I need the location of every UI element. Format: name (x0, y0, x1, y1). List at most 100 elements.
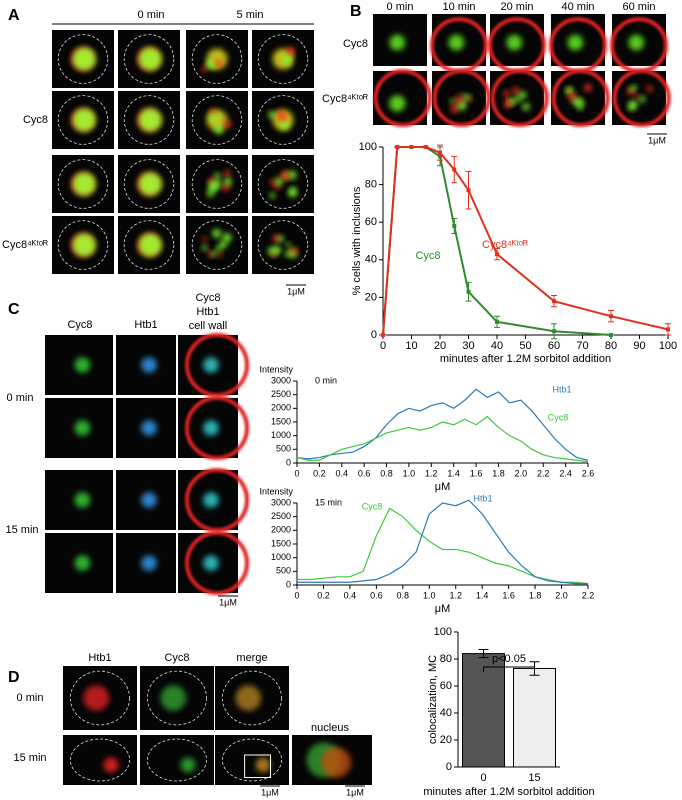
label: 100 (434, 626, 452, 638)
label: p<0.05 (492, 653, 526, 665)
marker (409, 145, 414, 149)
signal (74, 555, 91, 571)
label: minutes after 1.2M sorbitol addition (440, 353, 611, 365)
signal (209, 108, 216, 115)
label: colocalization, MC (427, 655, 439, 744)
label: 500 (276, 566, 291, 576)
cell-wall (185, 468, 249, 532)
micrograph (252, 155, 314, 213)
cell-wall (612, 69, 671, 127)
signal (212, 229, 222, 238)
label: 500 (276, 444, 291, 454)
cell-outline (257, 220, 309, 270)
label: % cells with inclusions (351, 186, 363, 295)
micrograph (373, 69, 432, 127)
label: Cyc8⁴ᴷᵗᵒᴿ (2, 239, 48, 251)
micrograph (252, 91, 314, 149)
signal (141, 357, 157, 373)
label: 0 (371, 329, 377, 341)
micrograph (252, 216, 314, 274)
label: 15 min (5, 524, 38, 536)
signal (290, 247, 298, 255)
label: 1μM (219, 597, 237, 607)
cell-outline (191, 34, 243, 84)
signal (83, 685, 110, 711)
micrograph (178, 396, 249, 460)
signal (280, 171, 290, 181)
signal (280, 115, 286, 121)
label: 40 (365, 254, 377, 266)
cell-outline (123, 34, 175, 84)
label: 1μM (648, 135, 666, 145)
signal (268, 111, 276, 119)
label: 2.4 (559, 468, 572, 478)
label: Cyc8⁴ᴷᵗᵒᴿ (322, 93, 368, 105)
line (297, 499, 588, 585)
signal (72, 47, 96, 71)
signal (628, 34, 645, 51)
cell-wall (185, 396, 249, 460)
series-label: Cyc8 (548, 412, 569, 422)
marker (495, 319, 499, 324)
cell-wall (373, 69, 432, 127)
significance-bracket (483, 666, 535, 672)
signal (203, 420, 219, 436)
signal (74, 492, 91, 508)
label: 1.2 (425, 468, 438, 478)
signal (74, 420, 91, 436)
cell-outline (191, 220, 243, 270)
cell-outline (70, 670, 131, 726)
label: 100 (359, 141, 377, 153)
signal (214, 172, 221, 180)
micrograph (52, 216, 114, 274)
micrograph (45, 470, 113, 530)
micrograph (116, 335, 176, 395)
micrograph (118, 30, 180, 88)
zoom-box (244, 754, 272, 778)
micrograph (45, 335, 113, 395)
cell-outline (57, 159, 109, 209)
signal (223, 120, 232, 129)
signal (219, 240, 227, 249)
label: 1μM (287, 286, 305, 296)
label: 1000 (271, 430, 291, 440)
micrograph (215, 666, 289, 730)
signal (466, 95, 472, 101)
signal (207, 190, 214, 197)
signal (269, 179, 276, 185)
micrograph (178, 468, 249, 532)
micrograph (140, 735, 214, 785)
series-label: Htb1 (473, 493, 492, 503)
label: 0.2 (313, 468, 326, 478)
label: 2000 (271, 525, 291, 535)
label: 2.6 (582, 468, 595, 478)
label: 0 min (17, 692, 44, 704)
cell-wall (185, 531, 249, 595)
signal (290, 187, 297, 194)
micrograph (252, 30, 314, 88)
panel-label: D (8, 669, 20, 686)
line (296, 388, 589, 461)
marker (395, 145, 400, 149)
signal (223, 170, 231, 177)
signal (646, 85, 653, 92)
cell-outline (221, 670, 282, 726)
signal (450, 98, 455, 104)
panel-label: C (8, 301, 20, 318)
micrograph (52, 155, 114, 213)
signal (514, 96, 521, 103)
signal (506, 34, 523, 51)
signal (218, 252, 223, 258)
cell-outline (191, 95, 243, 145)
signal (503, 99, 512, 108)
label: Intensity (259, 486, 293, 496)
label: 60 (440, 680, 452, 692)
marker (552, 299, 556, 304)
label: 1000 (271, 552, 291, 562)
label: 40 (440, 707, 452, 719)
label: Htb1 (134, 319, 157, 331)
label: 1500 (271, 538, 291, 548)
signal (72, 172, 96, 196)
marker (609, 314, 613, 319)
